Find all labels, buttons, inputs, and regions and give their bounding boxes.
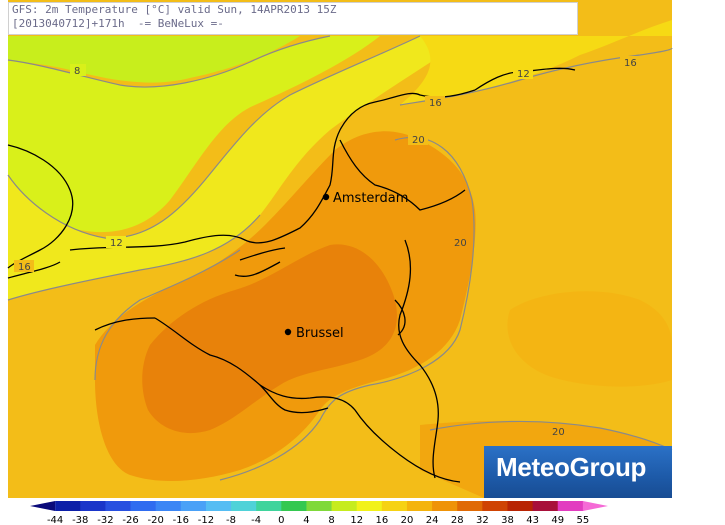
colorbar-segment bbox=[432, 501, 458, 511]
contour-labels: 8 12 12 16 16 16 20 20 20 bbox=[14, 56, 640, 438]
zone-east-warm bbox=[507, 291, 672, 387]
contour-label: 16 bbox=[624, 58, 637, 69]
colorbar-segment bbox=[532, 501, 559, 511]
colorbar-tick-label: -38 bbox=[72, 515, 88, 525]
colorbar-tick-label: -4 bbox=[251, 515, 261, 525]
colorbar-segment bbox=[557, 501, 584, 511]
colorbar-tick-label: 8 bbox=[328, 515, 334, 525]
header-run-info: [2013040712]+171h -= BeNeLux =- bbox=[12, 17, 224, 30]
colorbar-tick-label: -44 bbox=[47, 515, 63, 525]
colorbar-segment bbox=[356, 501, 383, 511]
colorbar-tick-label: -12 bbox=[198, 515, 214, 525]
colorbar-segment bbox=[381, 501, 408, 511]
colorbar-segment bbox=[331, 501, 358, 511]
contour-label: 8 bbox=[74, 66, 80, 77]
colorbar-segment bbox=[130, 501, 157, 511]
colorbar-segment bbox=[281, 501, 307, 511]
colorbar-segment bbox=[105, 501, 132, 511]
colorbar-segment bbox=[582, 501, 608, 511]
colorbar-tick-label: 24 bbox=[426, 515, 439, 525]
city-name: Brussel bbox=[296, 326, 344, 341]
colorbar-segment bbox=[80, 501, 106, 511]
colorbar-segment bbox=[30, 501, 56, 511]
zone-24-plus bbox=[142, 244, 397, 434]
colorbar-tick-label: 16 bbox=[375, 515, 388, 525]
contour-label: 20 bbox=[412, 135, 425, 146]
colorbar-segment bbox=[406, 501, 433, 511]
zone-8-12 bbox=[8, 36, 380, 233]
contour-label: 20 bbox=[454, 238, 467, 249]
colorbar-tick-label: 49 bbox=[551, 515, 564, 525]
colorbar-segment bbox=[55, 501, 81, 511]
colorbar-tick-label: -26 bbox=[122, 515, 138, 525]
city-brussel: Brussel bbox=[284, 326, 344, 341]
meteogroup-logo: MeteoGroup bbox=[484, 446, 672, 498]
colorbar-tick-label: 28 bbox=[451, 515, 464, 525]
colorbar-segment bbox=[205, 501, 232, 511]
contour-label: 12 bbox=[110, 238, 123, 249]
colorbar-segment bbox=[482, 501, 508, 511]
colorbar-segment bbox=[306, 501, 333, 511]
header-title: GFS: 2m Temperature [°C] valid Sun, 14AP… bbox=[12, 3, 337, 16]
colorbar-tick-label: -16 bbox=[173, 515, 189, 525]
coastline-borders bbox=[7, 67, 576, 483]
colorbar-tick-label: 38 bbox=[501, 515, 514, 525]
contour-label: 16 bbox=[429, 98, 442, 109]
colorbar-segment bbox=[180, 501, 207, 511]
zone-12-16 bbox=[8, 36, 470, 300]
logo-text: MeteoGroup bbox=[496, 452, 647, 482]
city-dot bbox=[284, 328, 292, 336]
colorbar-tick-label: -20 bbox=[147, 515, 163, 525]
colorbar-tick-label: 0 bbox=[278, 515, 284, 525]
colorbar-tick-label: 55 bbox=[577, 515, 590, 525]
contour-label: 12 bbox=[517, 69, 530, 80]
colorbar-segment bbox=[155, 501, 182, 511]
isotherm-lines bbox=[7, 35, 673, 481]
map-header: GFS: 2m Temperature [°C] valid Sun, 14AP… bbox=[8, 2, 578, 35]
colorbar: -44 -38 -32 -26 -20 -16 -12 -8 -4 0 4 8 12 16 20 24 28 32… bbox=[30, 501, 608, 525]
colorbar-tick-label: 12 bbox=[350, 515, 363, 525]
city-dot bbox=[322, 193, 330, 201]
colorbar-segment bbox=[507, 501, 534, 511]
colorbar-tick-label: -8 bbox=[226, 515, 236, 525]
colorbar-segment bbox=[231, 501, 257, 511]
city-amsterdam: Amsterdam bbox=[322, 191, 408, 206]
city-name: Amsterdam bbox=[333, 191, 408, 206]
zone-12-16-right bbox=[400, 20, 672, 105]
colorbar-tick-label: 43 bbox=[526, 515, 539, 525]
colorbar-tick-label: -32 bbox=[97, 515, 113, 525]
contour-label: 20 bbox=[552, 427, 565, 438]
colorbar-tick-label: 32 bbox=[476, 515, 489, 525]
colorbar-segment bbox=[457, 501, 483, 511]
colorbar-tick-label: 20 bbox=[401, 515, 414, 525]
colorbar-segment bbox=[256, 501, 282, 511]
contour-label: 16 bbox=[18, 262, 31, 273]
colorbar-tick-label: 4 bbox=[303, 515, 309, 525]
